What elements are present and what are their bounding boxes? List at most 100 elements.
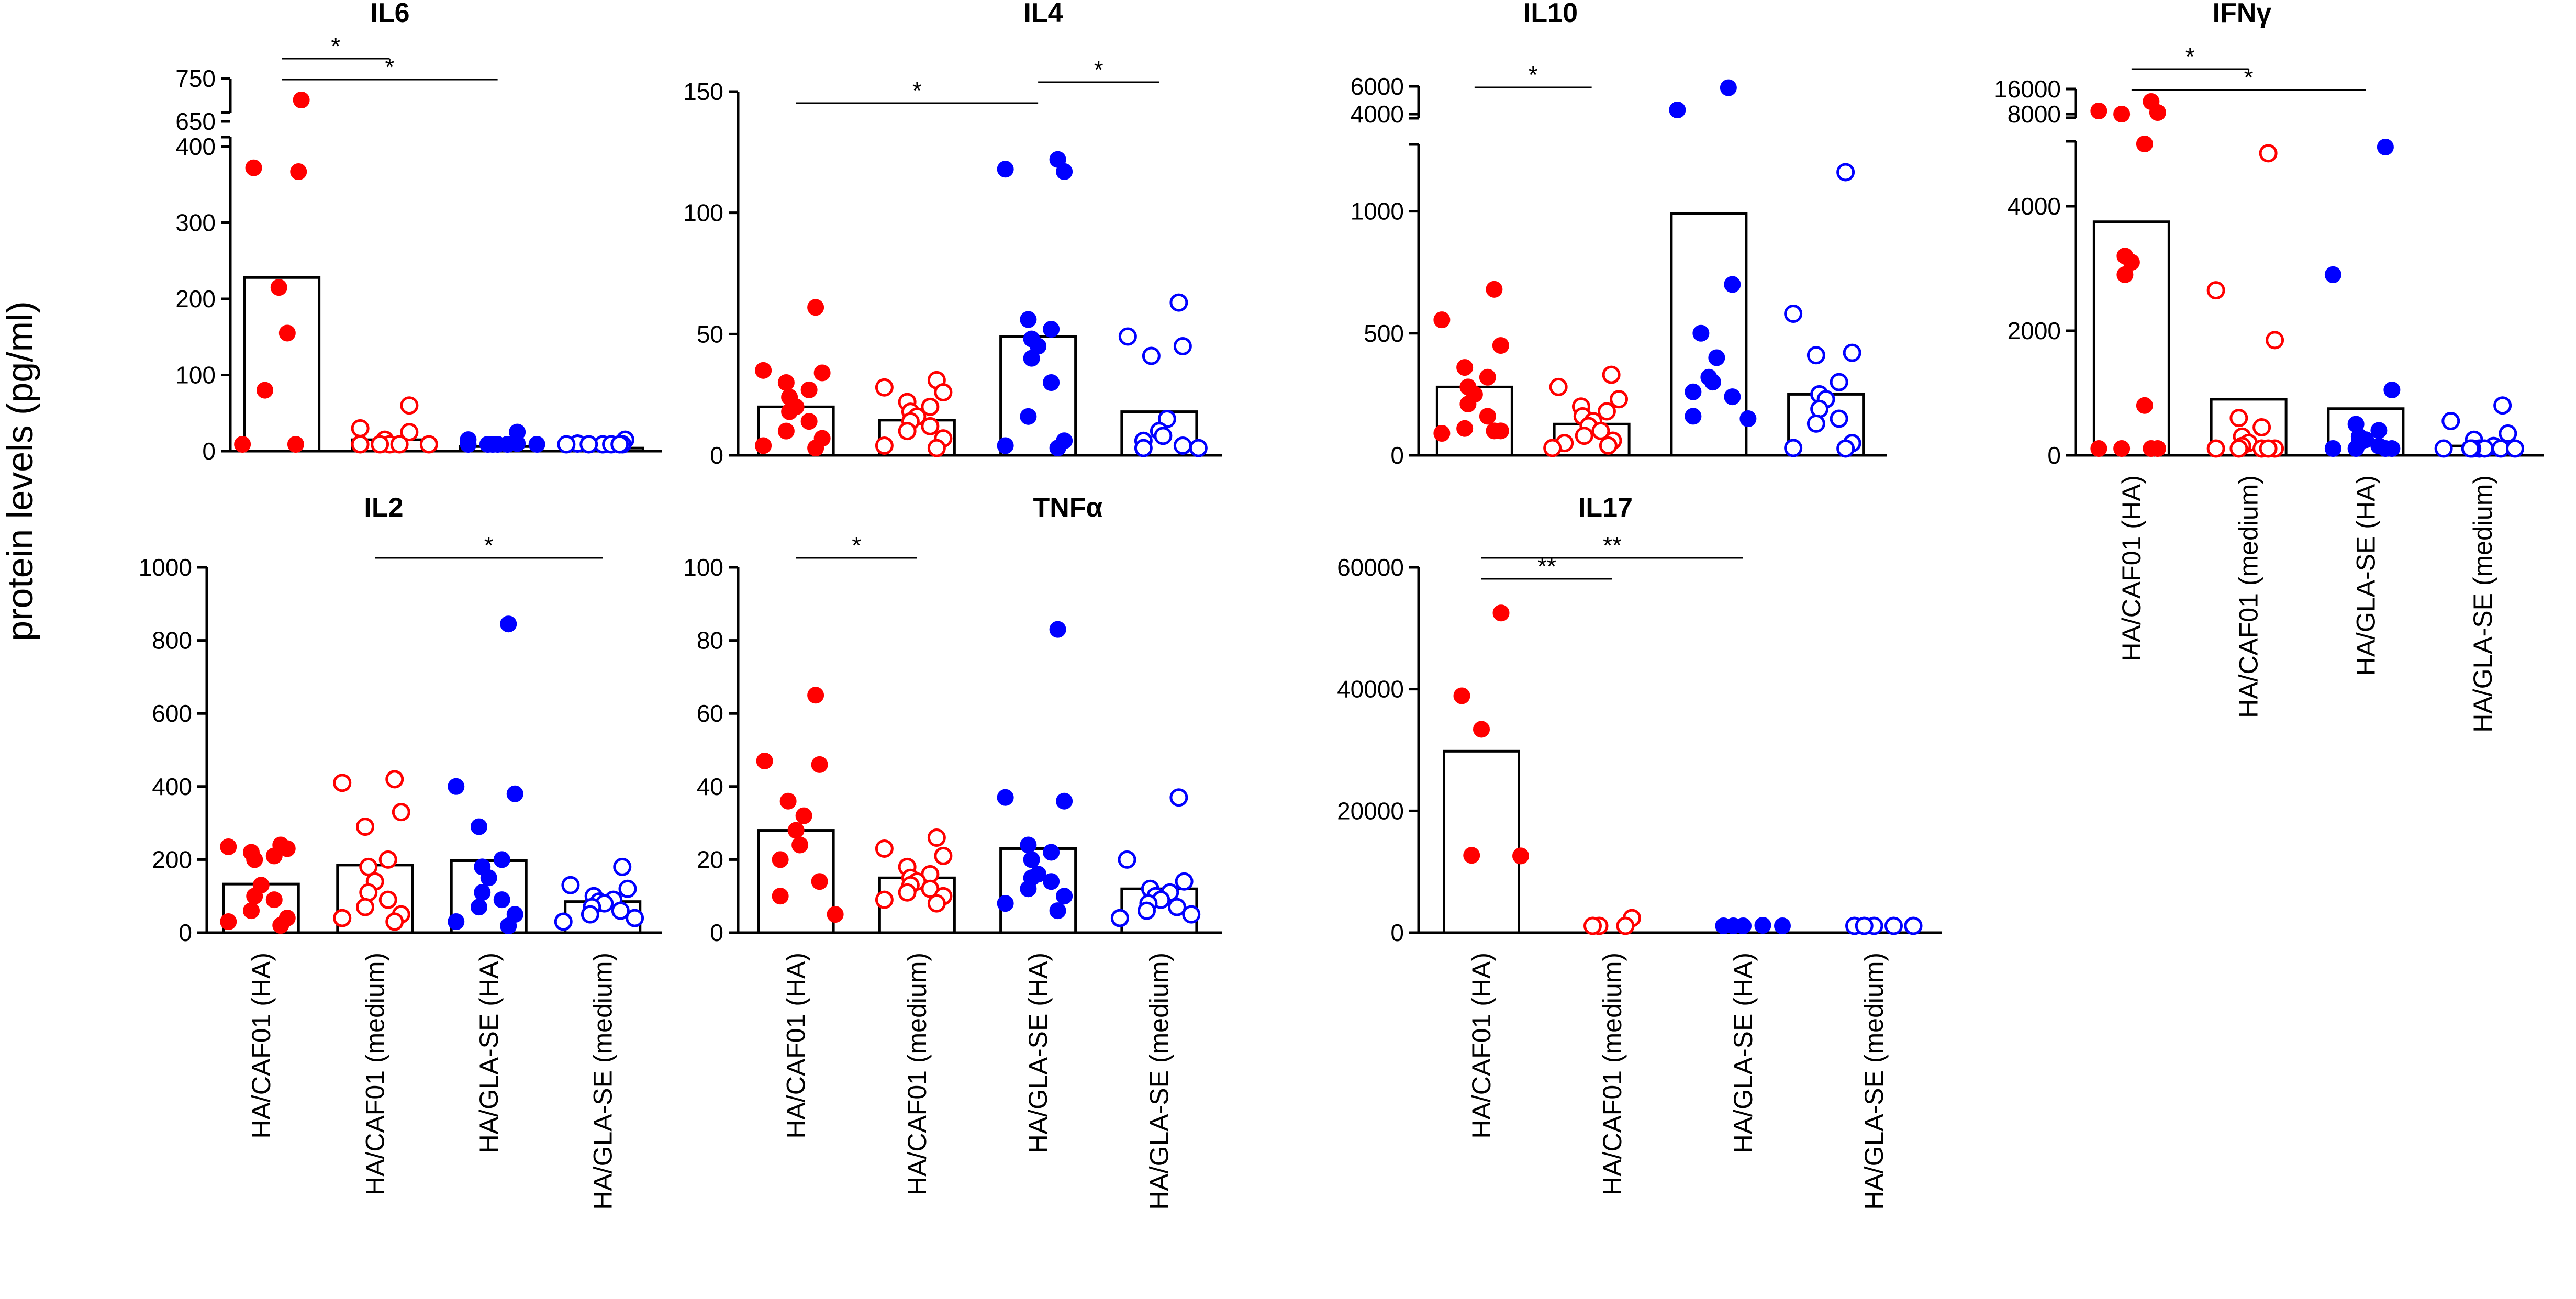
data-point [1784,439,1803,457]
data-point [2229,439,2248,458]
data-point [1739,410,1757,428]
data-point [2090,103,2107,119]
data-point [807,440,824,457]
data-point [1169,293,1188,312]
data-point [356,818,374,836]
category-label: HA/CAF01 (HA) [782,953,811,1139]
data-point [278,840,296,857]
data-point [1724,276,1741,293]
data-point [2149,104,2166,121]
data-point [827,906,844,923]
data-point [811,873,828,890]
data-point [800,381,818,398]
data-point [1049,440,1066,457]
data-point [500,917,517,934]
y-tick-label: 20000 [1337,797,1404,824]
data-point [1433,311,1451,329]
data-point [1453,687,1470,704]
data-point [265,847,283,865]
y-tick-label: 300 [175,209,216,237]
data-point [287,436,304,453]
data-point [1543,439,1562,457]
panel-il17: IL17 0 20000 40000 60000 ** ** [1337,492,1942,946]
category-label: HA/GLA-SE (medium) [588,953,617,1210]
data-point [2259,144,2278,163]
data-point [997,161,1014,178]
data-point [1685,408,1702,425]
data-point [1023,350,1040,367]
significance-label: * [912,77,922,104]
data-point [1774,917,1791,934]
panel-title: IL4 [1023,0,1063,28]
data-point [1182,905,1201,924]
data-point [1189,439,1208,457]
y-tick-label: 200 [175,285,216,312]
panel-title: IL2 [364,492,403,523]
data-point [2259,439,2278,458]
data-point [875,378,894,397]
data-point [1720,79,1737,96]
data-point [1724,388,1741,406]
data-point [898,883,917,902]
data-point [1473,721,1490,738]
data-point [1169,788,1188,807]
significance-label: ** [1537,553,1556,580]
data-point [875,436,894,455]
y-tick-label: 0 [179,919,192,946]
data-point [581,905,599,924]
data-point [1056,792,1073,810]
y-tick-label: 50 [697,320,723,348]
data-point [2206,281,2225,300]
data-point [618,879,637,898]
data-point [1599,436,1618,455]
data-point [1134,439,1153,457]
data-point [1597,402,1616,421]
panel-tnfα: TNFα 0 20 40 60 80 100 * [683,492,1222,946]
data-point [500,615,517,633]
data-point [807,687,824,704]
y-tick-label: 500 [1364,320,1404,347]
data-point [1549,377,1568,396]
y-tick-label: 600 [152,700,192,727]
y-axis-title: protein levels (pg/ml) [0,301,40,641]
data-point [419,435,438,454]
data-point [499,436,516,453]
data-point [1118,327,1137,346]
data-point [278,324,296,342]
data-point [270,279,287,296]
y-tick-label: 0 [1390,919,1404,946]
significance-label: * [1529,61,1538,88]
y-tick-label: 100 [683,199,723,227]
category-label: HA/GLA-SE (medium) [1859,953,1889,1210]
data-point [493,891,510,909]
data-point [243,902,260,920]
data-point [777,422,795,440]
data-point [2113,440,2131,457]
significance-label: * [852,532,861,559]
y-tick-label: 20 [697,846,723,873]
category-label: HA/CAF01 (HA) [247,953,276,1139]
data-point [613,857,632,876]
data-point [1492,337,1509,354]
data-point [927,894,946,913]
data-point [2377,440,2394,457]
data-point [1806,414,1825,433]
data-point [493,851,510,868]
data-point [356,898,374,916]
y-tick-label: 1000 [1351,198,1404,225]
data-point [1591,421,1610,440]
y-tick-label: 0 [1390,442,1404,469]
data-point [1049,902,1066,920]
bar [243,276,321,453]
data-point [448,778,465,795]
data-point [756,752,773,769]
data-point [2252,418,2271,436]
panel-title: IL10 [1523,0,1578,28]
data-point [351,419,370,438]
data-point [1904,916,1923,935]
y-tick-label: 800 [152,627,192,654]
data-point [791,836,809,854]
data-point [1784,304,1803,323]
data-point [557,435,576,454]
data-point [1669,102,1686,119]
